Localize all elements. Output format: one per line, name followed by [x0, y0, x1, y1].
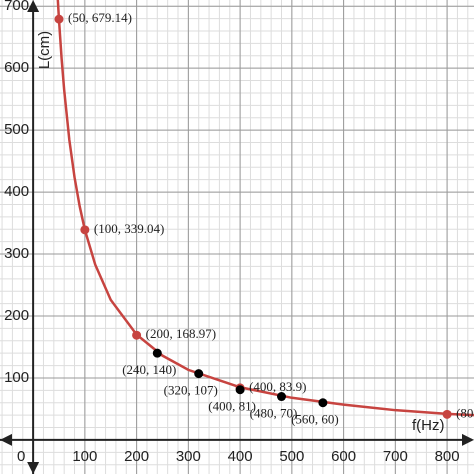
y-tick-label: 300 [4, 245, 29, 262]
data-point [132, 330, 142, 340]
data-point [277, 392, 287, 402]
data-point [235, 385, 245, 395]
x-tick-label: 600 [331, 448, 356, 465]
x-tick-label: 100 [72, 448, 97, 465]
point-label: (480, 70) [250, 406, 298, 421]
x-tick-label: 200 [124, 448, 149, 465]
data-point [194, 369, 204, 379]
x-tick-label: 300 [176, 448, 201, 465]
point-label: (200, 168.97) [146, 326, 216, 341]
y-tick-label: 600 [4, 59, 29, 76]
y-tick-label: 400 [4, 183, 29, 200]
x-tick-label: 0 [17, 448, 25, 465]
y-tick-label: 500 [4, 121, 29, 138]
y-axis-arrow [27, 462, 40, 474]
data-point [318, 398, 328, 408]
x-axis-arrow [462, 433, 474, 446]
data-point [442, 409, 452, 419]
point-label: (320, 107) [164, 383, 218, 398]
point-label: (50, 679.14) [68, 10, 132, 25]
y-tick-label: 200 [4, 307, 29, 324]
y-tick-label: 100 [4, 369, 29, 386]
point-label: (400, 81) [208, 399, 256, 414]
x-tick-label: 400 [228, 448, 253, 465]
point-label: (400, 83.9) [249, 379, 306, 394]
point-label: (560, 60) [291, 412, 339, 427]
x-tick-label: 800 [435, 448, 460, 465]
x-axis-arrow [0, 433, 12, 446]
x-axis-label: f(Hz) [412, 417, 445, 434]
data-point [152, 348, 162, 358]
curve [56, 0, 474, 417]
y-axis-arrow [27, 0, 40, 12]
point-label: (240, 140) [122, 362, 176, 377]
data-point [54, 14, 64, 24]
y-tick-label: 700 [4, 0, 29, 14]
x-tick-label: 500 [279, 448, 304, 465]
point-label: (100, 339.04) [94, 221, 164, 236]
y-axis-label: L(cm) [36, 31, 53, 69]
point-label: (800, 41.3 [456, 405, 474, 420]
data-point [80, 225, 90, 235]
x-tick-label: 700 [383, 448, 408, 465]
